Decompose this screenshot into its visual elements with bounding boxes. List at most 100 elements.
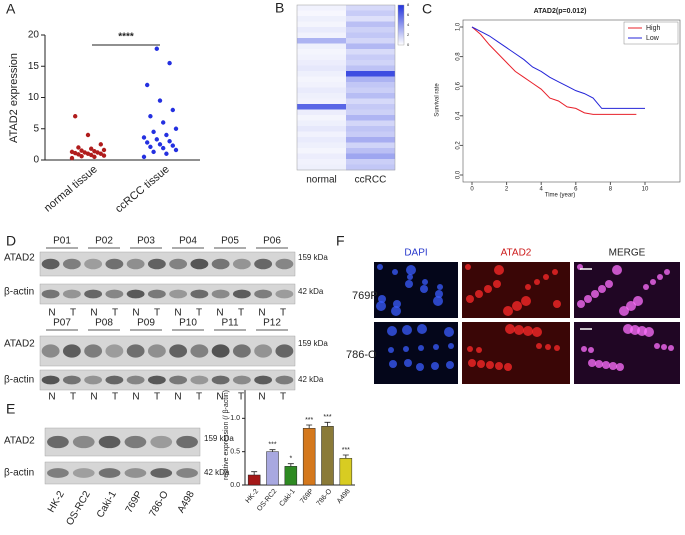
heatmap-cell xyxy=(297,43,346,50)
survival-line xyxy=(471,26,645,109)
error-bar xyxy=(287,463,294,467)
heatmap-cell xyxy=(346,65,395,72)
bar xyxy=(284,466,298,486)
lane-label: N xyxy=(48,392,55,403)
y-tick-label: 0.5 xyxy=(230,449,240,456)
heatmap-cell xyxy=(297,142,346,149)
blot-band xyxy=(211,289,230,299)
blot-band xyxy=(190,289,209,299)
plot-frame xyxy=(462,19,681,183)
heatmap-cell xyxy=(346,115,395,121)
blot-band xyxy=(72,468,95,478)
heatmap-cell xyxy=(297,54,346,61)
patient-label: P12 xyxy=(263,318,281,329)
cell xyxy=(493,280,501,288)
heatmap-cell xyxy=(346,137,395,143)
heatmap-cell xyxy=(346,142,395,149)
heatmap-cell xyxy=(297,65,346,72)
survival-line xyxy=(471,26,637,115)
cell xyxy=(588,347,594,353)
y-tick-label: 20 xyxy=(28,30,40,41)
cell xyxy=(591,290,599,298)
heatmap-cell xyxy=(297,131,346,138)
heatmap-cell xyxy=(297,60,346,66)
cell xyxy=(577,300,585,308)
panel-letter: E xyxy=(6,401,15,417)
data-point xyxy=(92,149,97,154)
lane-label: T xyxy=(238,392,244,403)
x-tick-label: A498 xyxy=(336,488,352,505)
blot-band xyxy=(126,375,145,385)
blot-band xyxy=(62,258,81,270)
data-point xyxy=(73,114,78,119)
heatmap-cell xyxy=(346,32,395,39)
blot-band xyxy=(147,344,166,358)
heatmap-cell xyxy=(346,38,395,44)
heatmap-cell xyxy=(297,120,346,127)
cell xyxy=(476,347,482,353)
cell xyxy=(605,280,613,288)
heatmap-cell xyxy=(346,164,395,171)
data-point xyxy=(173,147,179,153)
blot-band xyxy=(275,289,294,299)
blot-band xyxy=(211,258,230,270)
heatmap-cell xyxy=(346,10,395,17)
error-bar xyxy=(342,454,349,459)
y-tick-label: 1.0 xyxy=(230,415,240,422)
cell xyxy=(402,325,412,335)
channel-label: DAPI xyxy=(404,248,427,259)
y-axis-label: ATAD2 expression xyxy=(8,53,20,143)
heatmap-cell xyxy=(346,98,395,105)
data-point xyxy=(148,144,153,150)
blot-band xyxy=(98,468,121,478)
cell xyxy=(431,362,439,370)
data-point xyxy=(151,149,156,155)
error-bar xyxy=(306,424,313,429)
x-tick-label: ccRCC tissue xyxy=(113,163,172,215)
blot-band xyxy=(124,468,147,478)
cell xyxy=(376,301,386,311)
blot-band xyxy=(169,375,188,385)
y-tick-label: 5 xyxy=(33,123,39,134)
data-point xyxy=(82,150,88,155)
data-point xyxy=(69,149,75,155)
cell xyxy=(435,290,443,298)
cell xyxy=(465,264,471,270)
cell xyxy=(626,301,636,311)
lane-label: T xyxy=(196,392,202,403)
heatmap-cell xyxy=(346,43,395,50)
cell xyxy=(466,295,474,303)
data-point xyxy=(154,137,159,142)
protein-label: β-actin xyxy=(4,375,34,386)
micrograph xyxy=(374,262,458,318)
heatmap-cell xyxy=(297,49,346,55)
blot-band xyxy=(232,258,251,270)
cell xyxy=(609,362,617,370)
column-label: normal xyxy=(306,175,337,186)
lane-label: N xyxy=(132,308,139,319)
cell xyxy=(416,363,424,371)
heatmap-cell xyxy=(346,148,395,154)
channel-label: MERGE xyxy=(609,248,646,259)
blot-band xyxy=(105,258,124,270)
cell xyxy=(514,325,524,335)
blot-band xyxy=(169,289,188,299)
patient-label: P05 xyxy=(221,236,239,247)
panel-letter: B xyxy=(275,0,284,16)
y-tick-label: 1.0 xyxy=(456,22,462,31)
cell xyxy=(588,359,596,367)
heatmap-cell xyxy=(346,159,395,165)
cell xyxy=(444,327,454,337)
panel-letter: A xyxy=(6,1,16,17)
blot-strip xyxy=(39,283,296,305)
channel-label: ATAD2 xyxy=(501,248,532,259)
heatmap-cell xyxy=(297,71,346,77)
protein-label: ATAD2 xyxy=(4,436,35,447)
cell xyxy=(377,264,383,270)
data-point xyxy=(157,142,163,147)
x-tick-label: 769P xyxy=(299,488,315,505)
heatmap-cell xyxy=(297,148,346,154)
size-label: 159 kDa xyxy=(204,434,234,443)
cell xyxy=(654,343,660,349)
cell xyxy=(433,296,443,306)
